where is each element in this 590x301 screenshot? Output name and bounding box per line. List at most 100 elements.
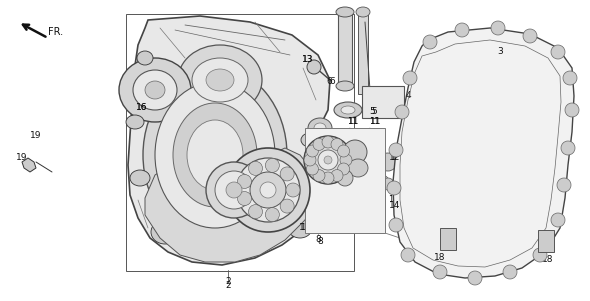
Text: 13: 13 bbox=[302, 55, 314, 64]
Ellipse shape bbox=[248, 161, 263, 175]
Polygon shape bbox=[393, 28, 574, 278]
Ellipse shape bbox=[313, 169, 325, 182]
Ellipse shape bbox=[206, 69, 234, 91]
Text: 18: 18 bbox=[434, 253, 446, 262]
Ellipse shape bbox=[143, 67, 287, 243]
Ellipse shape bbox=[337, 170, 353, 186]
Text: 20: 20 bbox=[254, 203, 266, 213]
Ellipse shape bbox=[304, 154, 316, 166]
Ellipse shape bbox=[266, 158, 279, 172]
Text: FR.: FR. bbox=[48, 27, 64, 37]
Ellipse shape bbox=[455, 23, 469, 37]
Ellipse shape bbox=[403, 71, 417, 85]
Text: 16: 16 bbox=[136, 103, 148, 111]
Text: 9: 9 bbox=[367, 163, 373, 172]
Ellipse shape bbox=[238, 175, 251, 188]
Ellipse shape bbox=[551, 45, 565, 59]
Text: 10: 10 bbox=[307, 194, 319, 203]
Ellipse shape bbox=[331, 138, 343, 150]
Text: 5: 5 bbox=[369, 107, 375, 116]
Ellipse shape bbox=[324, 156, 332, 164]
Ellipse shape bbox=[336, 7, 354, 17]
Text: 19: 19 bbox=[30, 131, 42, 139]
Text: 6: 6 bbox=[329, 77, 335, 86]
Ellipse shape bbox=[130, 170, 150, 186]
Text: 9: 9 bbox=[345, 185, 350, 194]
Ellipse shape bbox=[187, 120, 243, 190]
Text: 14: 14 bbox=[388, 196, 398, 204]
Ellipse shape bbox=[334, 102, 362, 118]
Text: 11: 11 bbox=[369, 117, 379, 126]
Ellipse shape bbox=[307, 60, 321, 74]
Ellipse shape bbox=[215, 171, 253, 209]
Text: 2: 2 bbox=[225, 281, 231, 290]
Text: 18: 18 bbox=[542, 256, 554, 265]
Text: 4: 4 bbox=[405, 91, 411, 100]
Ellipse shape bbox=[557, 178, 571, 192]
Text: 17: 17 bbox=[307, 178, 319, 188]
Ellipse shape bbox=[145, 81, 165, 99]
Ellipse shape bbox=[379, 153, 397, 171]
Text: 5: 5 bbox=[371, 107, 377, 116]
Ellipse shape bbox=[137, 51, 153, 65]
Ellipse shape bbox=[226, 148, 310, 232]
Text: 9: 9 bbox=[365, 145, 371, 154]
Bar bbox=[362, 86, 404, 118]
Ellipse shape bbox=[423, 35, 437, 49]
Ellipse shape bbox=[551, 213, 565, 227]
Text: 13: 13 bbox=[302, 55, 314, 64]
Text: 9: 9 bbox=[347, 188, 353, 197]
Text: 12: 12 bbox=[390, 153, 400, 162]
Text: 15: 15 bbox=[375, 190, 385, 198]
Ellipse shape bbox=[491, 21, 505, 35]
Bar bbox=[305, 128, 385, 233]
Ellipse shape bbox=[337, 163, 350, 175]
Ellipse shape bbox=[356, 7, 370, 17]
Text: 12: 12 bbox=[389, 153, 401, 162]
Text: 11: 11 bbox=[348, 117, 360, 126]
Ellipse shape bbox=[331, 169, 343, 182]
Ellipse shape bbox=[266, 208, 279, 222]
Ellipse shape bbox=[340, 154, 352, 166]
Text: 9: 9 bbox=[367, 144, 373, 153]
Polygon shape bbox=[22, 158, 36, 172]
Text: 17: 17 bbox=[308, 178, 319, 188]
Bar bbox=[126, 14, 354, 271]
Ellipse shape bbox=[395, 105, 409, 119]
Ellipse shape bbox=[337, 145, 350, 157]
Text: 16: 16 bbox=[136, 103, 148, 111]
Text: 10: 10 bbox=[307, 194, 317, 203]
Text: 2: 2 bbox=[225, 278, 231, 287]
Ellipse shape bbox=[389, 218, 403, 232]
Text: 3: 3 bbox=[497, 48, 503, 57]
Ellipse shape bbox=[563, 71, 577, 85]
Ellipse shape bbox=[119, 58, 191, 122]
Ellipse shape bbox=[336, 81, 354, 91]
Ellipse shape bbox=[341, 106, 355, 114]
Ellipse shape bbox=[288, 218, 312, 238]
Text: 21: 21 bbox=[246, 218, 258, 226]
Ellipse shape bbox=[343, 140, 367, 164]
Ellipse shape bbox=[322, 136, 334, 148]
Ellipse shape bbox=[503, 265, 517, 279]
Ellipse shape bbox=[206, 162, 262, 218]
Text: 7: 7 bbox=[332, 131, 338, 139]
Ellipse shape bbox=[533, 248, 547, 262]
Ellipse shape bbox=[126, 115, 144, 129]
Ellipse shape bbox=[523, 29, 537, 43]
Ellipse shape bbox=[173, 103, 257, 207]
Ellipse shape bbox=[280, 167, 294, 181]
Ellipse shape bbox=[382, 178, 394, 190]
Text: 15: 15 bbox=[376, 191, 388, 200]
Polygon shape bbox=[145, 148, 315, 262]
Ellipse shape bbox=[280, 199, 294, 213]
Ellipse shape bbox=[561, 141, 575, 155]
Ellipse shape bbox=[348, 159, 368, 177]
Ellipse shape bbox=[178, 45, 262, 115]
Text: 11: 11 bbox=[300, 224, 310, 232]
Ellipse shape bbox=[401, 248, 415, 262]
Ellipse shape bbox=[304, 136, 352, 184]
Text: 19: 19 bbox=[17, 153, 28, 162]
Ellipse shape bbox=[565, 103, 579, 117]
Ellipse shape bbox=[468, 271, 482, 285]
